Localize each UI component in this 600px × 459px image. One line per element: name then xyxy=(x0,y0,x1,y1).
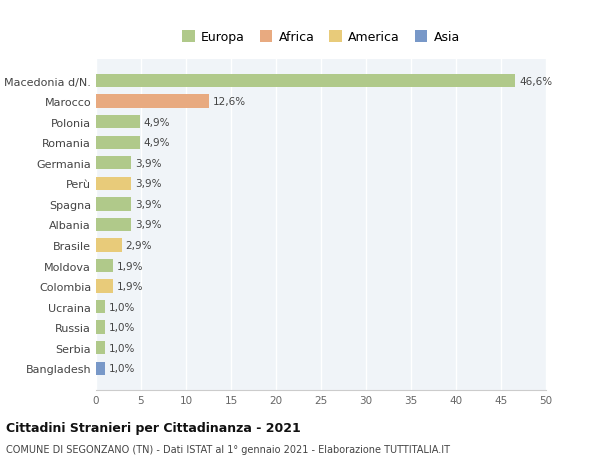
Legend: Europa, Africa, America, Asia: Europa, Africa, America, Asia xyxy=(177,26,465,49)
Text: 46,6%: 46,6% xyxy=(519,76,552,86)
Text: 1,0%: 1,0% xyxy=(109,323,135,332)
Text: 4,9%: 4,9% xyxy=(144,138,170,148)
Bar xyxy=(96,136,140,150)
Text: 3,9%: 3,9% xyxy=(134,220,161,230)
Bar xyxy=(96,198,131,211)
Text: 2,9%: 2,9% xyxy=(126,241,152,251)
Text: Cittadini Stranieri per Cittadinanza - 2021: Cittadini Stranieri per Cittadinanza - 2… xyxy=(6,421,301,434)
Bar xyxy=(96,362,105,375)
Text: 1,0%: 1,0% xyxy=(109,302,135,312)
Text: 1,0%: 1,0% xyxy=(109,364,135,374)
Text: 3,9%: 3,9% xyxy=(134,179,161,189)
Bar xyxy=(96,341,105,355)
Text: COMUNE DI SEGONZANO (TN) - Dati ISTAT al 1° gennaio 2021 - Elaborazione TUTTITAL: COMUNE DI SEGONZANO (TN) - Dati ISTAT al… xyxy=(6,444,450,454)
Text: 1,9%: 1,9% xyxy=(116,281,143,291)
Text: 3,9%: 3,9% xyxy=(134,199,161,209)
Bar xyxy=(96,116,140,129)
Text: 12,6%: 12,6% xyxy=(213,97,246,107)
Bar xyxy=(96,75,515,88)
Bar xyxy=(96,239,122,252)
Bar xyxy=(96,259,113,273)
Text: 1,9%: 1,9% xyxy=(116,261,143,271)
Bar xyxy=(96,280,113,293)
Text: 1,0%: 1,0% xyxy=(109,343,135,353)
Bar xyxy=(96,95,209,108)
Text: 3,9%: 3,9% xyxy=(134,158,161,168)
Bar xyxy=(96,177,131,190)
Bar xyxy=(96,218,131,232)
Bar xyxy=(96,321,105,334)
Text: 4,9%: 4,9% xyxy=(144,118,170,127)
Bar xyxy=(96,300,105,313)
Bar xyxy=(96,157,131,170)
